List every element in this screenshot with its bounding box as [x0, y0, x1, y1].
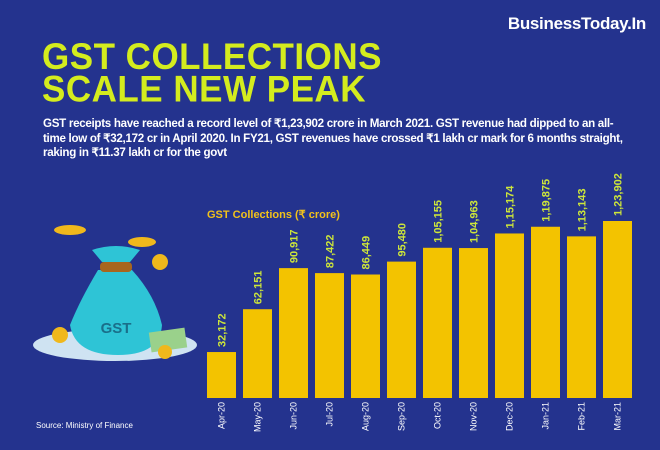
bag-label: GST — [101, 320, 132, 337]
bar-Jul-20 — [315, 273, 344, 398]
bar-Oct-20 — [423, 247, 452, 398]
data-label: 1,15,174 — [505, 185, 517, 229]
brand-logo: BusinessToday.In — [507, 14, 646, 33]
x-tick-label: Feb-21 — [577, 402, 587, 431]
description: GST receipts have reached a record level… — [43, 117, 623, 159]
x-tick-label: Aug-20 — [361, 402, 371, 431]
x-tick-label: Jul-20 — [325, 402, 335, 427]
data-label: 95,480 — [397, 223, 409, 257]
x-tick-label: Sep-20 — [397, 402, 407, 431]
bar-Aug-20 — [351, 274, 380, 398]
bar-Sep-20 — [387, 261, 416, 398]
data-label: 90,917 — [289, 229, 301, 263]
x-tick-label: Mar-21 — [613, 402, 623, 431]
source-note: Source: Ministry of Finance — [36, 421, 133, 430]
bar-Mar-21 — [603, 221, 632, 398]
chart-title: GST Collections (₹ crore) — [207, 209, 340, 221]
bar-Apr-20 — [207, 352, 236, 398]
data-label: 1,13,143 — [577, 189, 589, 232]
data-label: 1,04,963 — [469, 200, 481, 243]
x-tick-label: Apr-20 — [217, 402, 227, 429]
x-tick-label: Oct-20 — [433, 402, 443, 429]
data-label: 1,05,155 — [433, 200, 445, 243]
bar-Nov-20 — [459, 248, 488, 398]
x-tick-label: Dec-20 — [505, 402, 515, 431]
data-label: 1,19,875 — [541, 179, 553, 222]
x-tick-label: Jan-21 — [541, 402, 551, 430]
bar-Dec-20 — [495, 233, 524, 398]
page-title: GST COLLECTIONS SCALE NEW PEAK — [42, 36, 382, 110]
bar-Jan-21 — [531, 226, 560, 398]
money-bag-icon: GST — [33, 225, 197, 361]
x-tick-label: Jun-20 — [289, 402, 299, 430]
bar-May-20 — [243, 309, 272, 398]
bar-Feb-21 — [567, 236, 596, 398]
data-label: 32,172 — [217, 313, 229, 347]
x-tick-label: Nov-20 — [469, 402, 479, 431]
data-label: 86,449 — [361, 236, 373, 270]
data-label: 62,151 — [253, 271, 265, 305]
x-tick-label: May-20 — [253, 402, 263, 432]
data-label: 1,23,902 — [613, 173, 625, 216]
bar-Jun-20 — [279, 268, 308, 398]
data-label: 87,422 — [325, 234, 337, 268]
